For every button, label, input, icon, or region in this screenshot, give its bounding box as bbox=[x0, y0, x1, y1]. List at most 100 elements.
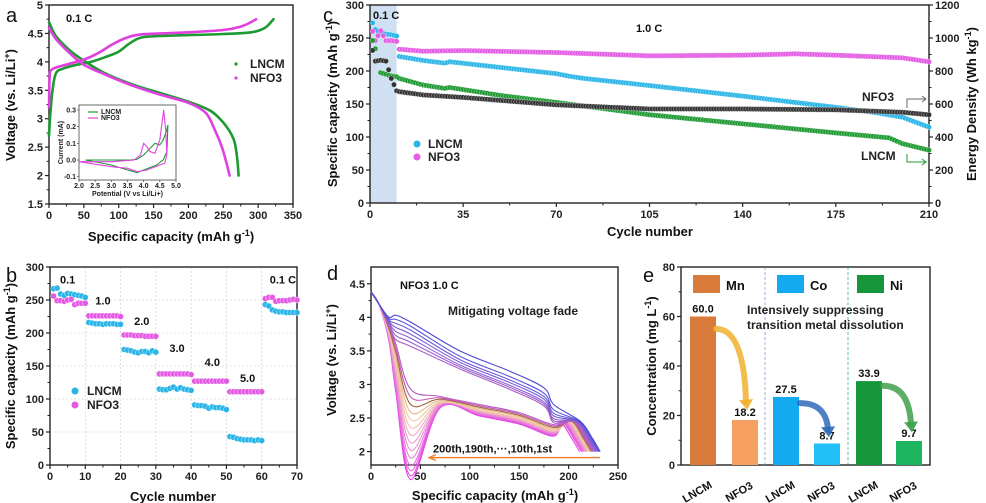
x-tick-label: 0 bbox=[368, 471, 374, 483]
y-tick-label: 60 bbox=[663, 312, 675, 324]
y2-axis-label: Energy Density (Wh kg-1) bbox=[963, 27, 979, 181]
inset-legend-label: NFO3 bbox=[101, 115, 120, 122]
y-tick-label: 300 bbox=[26, 262, 44, 274]
arrow-head-icon bbox=[921, 95, 927, 103]
arrow-head-icon bbox=[739, 399, 753, 411]
y-tick-label: 150 bbox=[346, 99, 364, 111]
x-tick-label: 210 bbox=[920, 209, 938, 221]
data-point bbox=[152, 348, 160, 356]
arrow-head-icon bbox=[427, 453, 437, 462]
x-tick-label: 175 bbox=[827, 209, 845, 221]
data-point bbox=[926, 147, 932, 154]
data-point bbox=[67, 296, 75, 303]
rate-annotation: 1.0 C bbox=[636, 23, 662, 35]
arrow-label: 200th,190th,···,10th,1st bbox=[433, 444, 553, 456]
inset-x-tick-label: 2.0 bbox=[74, 183, 84, 190]
bar-value-label: 60.0 bbox=[692, 304, 713, 316]
legend-label: LNCM bbox=[87, 384, 122, 398]
bar-mn-nfo3 bbox=[732, 419, 758, 465]
data-point bbox=[369, 47, 376, 54]
data-point bbox=[258, 437, 265, 444]
y-axis-label: Voltage (vs. Li/Li+) bbox=[2, 49, 18, 161]
data-point bbox=[258, 388, 265, 395]
x-axis-label: Cycle number bbox=[130, 489, 216, 503]
y-tick-label: 300 bbox=[346, 0, 364, 12]
y-tick-label: 80 bbox=[663, 262, 675, 274]
y-axis-label: Concentration (mg L-1) bbox=[643, 296, 659, 436]
legend-swatch bbox=[777, 275, 804, 293]
right-axis-label-lncm: LNCM bbox=[861, 149, 896, 163]
x-tick-label: 0 bbox=[367, 209, 373, 221]
inset-y-tick-label: 0.0 bbox=[66, 158, 76, 165]
data-point bbox=[152, 333, 160, 340]
data-point bbox=[369, 28, 376, 35]
data-point bbox=[223, 406, 230, 413]
series-lncm-left bbox=[369, 19, 932, 130]
legend-marker bbox=[413, 140, 421, 148]
inset-y-tick-label: 0.3 bbox=[66, 108, 76, 115]
legend-marker bbox=[413, 153, 421, 161]
data-point bbox=[53, 284, 61, 292]
subtitle: Mitigating voltage fade bbox=[448, 304, 578, 318]
rate-label: 3.0 bbox=[169, 343, 184, 355]
legend-label: LNCM bbox=[250, 57, 285, 71]
y-tick-label: 40 bbox=[663, 361, 675, 373]
x-category-label: LNCM bbox=[764, 479, 798, 503]
x-tick-label: 150 bbox=[144, 210, 162, 222]
mn-reduction-arrow-icon bbox=[713, 325, 749, 406]
x-axis-label: Specific capacity (mAh g-1) bbox=[88, 228, 254, 244]
data-point bbox=[293, 296, 301, 304]
y-tick-label: 4.5 bbox=[28, 28, 43, 40]
curve-cycle-20th bbox=[370, 291, 599, 452]
x-axis-label: Cycle number bbox=[607, 224, 693, 239]
shaded-region-label: 0.1 C bbox=[373, 10, 399, 22]
x-category-label: NFO3 bbox=[724, 480, 755, 503]
right-axis-label-nfo3: NFO3 bbox=[862, 90, 894, 104]
bar-value-label: 27.5 bbox=[775, 384, 796, 396]
data-point bbox=[391, 81, 397, 88]
x-tick-label: 10 bbox=[79, 471, 91, 483]
inset-series-nfo3 bbox=[78, 109, 168, 173]
arrow-head-icon bbox=[821, 426, 835, 438]
y-tick-label: 250 bbox=[26, 295, 44, 307]
rate-label: 2.0 bbox=[134, 316, 149, 328]
panel-label: b bbox=[6, 265, 17, 287]
data-point bbox=[926, 58, 932, 65]
y2-tick-label: 200 bbox=[935, 165, 953, 177]
legend-label: NFO3 bbox=[250, 71, 282, 85]
y-tick-label: 150 bbox=[26, 361, 44, 373]
x-tick-label: 300 bbox=[249, 210, 267, 222]
legend-label: LNCM bbox=[428, 137, 463, 151]
y2-tick-label: 600 bbox=[935, 99, 953, 111]
bar-mn-lncm bbox=[690, 316, 716, 465]
panel-c: 0 35 70 105 140 175 21005010015020025030002004… bbox=[323, 0, 979, 239]
inset-x-axis-label: Potential (V vs Li/Li+) bbox=[92, 191, 163, 198]
curve-cycle-30th bbox=[370, 291, 598, 452]
x-tick-label: 100 bbox=[110, 210, 128, 222]
arrow-icon bbox=[906, 154, 925, 163]
x-tick-label: 50 bbox=[220, 471, 232, 483]
legend-marker bbox=[71, 401, 79, 409]
series-nfo3-charge bbox=[47, 17, 258, 109]
inset-x-tick-label: 5.0 bbox=[171, 183, 181, 190]
data-point bbox=[223, 377, 230, 385]
data-point bbox=[926, 124, 932, 130]
rate-label: 4.0 bbox=[205, 357, 220, 369]
series-nfo3-discharge bbox=[47, 26, 231, 177]
legend-marker bbox=[71, 387, 79, 395]
inset-cv: 2.0 2.5 3.0 3.5 4.0 4.5 5.0 -0.1 0.0 0.1 0.2 0.3 Pot… bbox=[58, 104, 181, 198]
x-tick-label: 140 bbox=[733, 209, 751, 221]
rate-annotation: 0.1 C bbox=[66, 13, 92, 25]
x-tick-label: 0 bbox=[46, 210, 52, 222]
x-tick-label: 60 bbox=[256, 471, 268, 483]
y-tick-label: 5 bbox=[37, 0, 43, 12]
y-tick-label: 0 bbox=[669, 460, 675, 472]
cycle-annotation: NFO3 1.0 C bbox=[400, 280, 459, 292]
rate-label: 5.0 bbox=[240, 373, 255, 385]
x-tick-label: 30 bbox=[150, 471, 162, 483]
bar-value-label: 33.9 bbox=[858, 368, 879, 380]
data-point bbox=[369, 19, 376, 26]
curve-cycle-1st bbox=[370, 291, 601, 452]
inset-x-tick-label: 4.5 bbox=[155, 183, 165, 190]
x-tick-label: 250 bbox=[214, 210, 232, 222]
